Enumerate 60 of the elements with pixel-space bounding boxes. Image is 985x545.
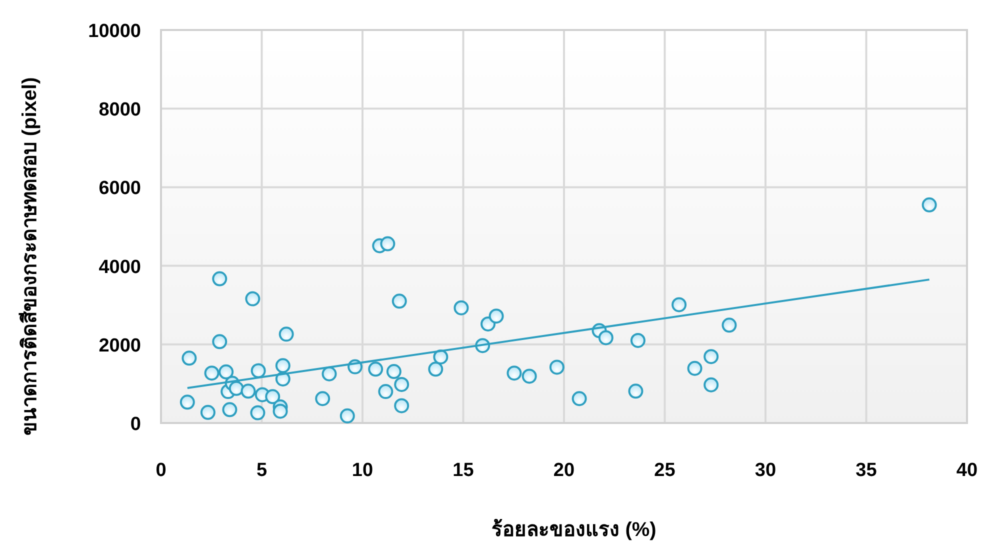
point xyxy=(704,377,719,392)
point xyxy=(212,271,228,286)
x-tick-label: 5 xyxy=(256,460,268,481)
point xyxy=(250,405,266,420)
point xyxy=(212,334,228,350)
point xyxy=(218,364,234,380)
point xyxy=(433,349,448,364)
point xyxy=(394,376,410,392)
y-tick-label: 10000 xyxy=(88,21,141,42)
x-tick-label: 35 xyxy=(856,460,878,481)
x-tick-label: 40 xyxy=(956,460,978,481)
point xyxy=(630,332,646,348)
y-tick-label: 6000 xyxy=(98,178,141,200)
point xyxy=(549,360,564,375)
point xyxy=(265,389,280,404)
x-tick-label: 20 xyxy=(553,460,575,481)
point xyxy=(522,368,537,384)
point xyxy=(454,300,469,316)
point xyxy=(506,366,522,381)
point xyxy=(368,362,384,377)
point xyxy=(275,358,290,374)
point xyxy=(278,326,294,342)
point xyxy=(222,402,238,418)
x-tick-label: 30 xyxy=(754,460,776,481)
point xyxy=(245,291,260,306)
point xyxy=(598,330,614,346)
point xyxy=(428,362,444,377)
point xyxy=(672,297,687,312)
point xyxy=(180,394,195,410)
point xyxy=(488,308,504,324)
x-tick-label: 25 xyxy=(654,460,676,481)
point xyxy=(204,366,220,381)
point xyxy=(704,349,719,364)
x-tick-label: 0 xyxy=(156,460,166,481)
point xyxy=(628,384,644,399)
y-tick-label: 4000 xyxy=(98,256,141,278)
point xyxy=(272,404,288,419)
point xyxy=(687,360,702,376)
y-tick-label: 2000 xyxy=(98,335,141,356)
point xyxy=(722,318,737,333)
point xyxy=(922,197,937,212)
point xyxy=(386,364,402,380)
x-tick-label: 10 xyxy=(352,460,374,481)
point xyxy=(380,236,396,252)
point xyxy=(392,294,407,309)
point xyxy=(340,408,355,424)
y-tick-label: 0 xyxy=(130,414,141,435)
x-tick-label: 15 xyxy=(452,460,474,481)
point xyxy=(394,398,410,414)
point xyxy=(240,384,256,399)
point xyxy=(182,350,197,366)
y-tick-label: 8000 xyxy=(98,100,141,121)
point xyxy=(250,363,266,378)
point xyxy=(322,366,337,382)
y-axis-title: ขนาดการติดสีของกระดาษทดสอบ (pixel) xyxy=(18,77,41,436)
point xyxy=(200,404,216,420)
point xyxy=(315,391,330,406)
point xyxy=(378,384,394,400)
x-axis-title: ร้อยละของแรง (%) xyxy=(492,518,656,541)
point xyxy=(572,391,587,406)
